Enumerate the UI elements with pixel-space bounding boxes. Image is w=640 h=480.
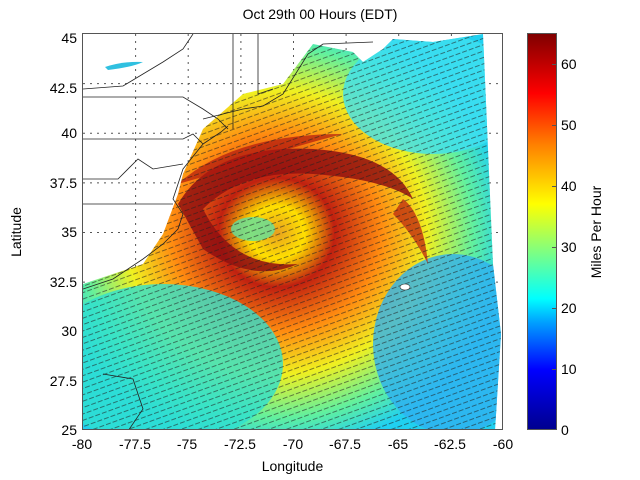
ytick-30: 30 bbox=[61, 323, 77, 339]
xtick-70: -70 bbox=[282, 436, 304, 452]
colorbar-tick-40: 40 bbox=[561, 178, 577, 194]
bermuda-island bbox=[399, 283, 411, 291]
colorbar-tickmark bbox=[552, 247, 557, 248]
lake bbox=[105, 61, 143, 70]
ytick-27-5: 27.5 bbox=[49, 373, 77, 389]
colorbar-tick-0: 0 bbox=[561, 422, 569, 438]
xtick-60: -60 bbox=[492, 436, 514, 452]
xtick-67-5: -67.5 bbox=[329, 436, 361, 452]
colorbar-tick-30: 30 bbox=[561, 239, 577, 255]
colorbar-tickmark bbox=[552, 125, 557, 126]
colorbar-tick-50: 50 bbox=[561, 117, 577, 133]
xtick-75: -75 bbox=[176, 436, 198, 452]
y-axis-label-text: Latitude bbox=[8, 207, 24, 257]
y-axis-label: Latitude bbox=[8, 182, 24, 257]
ytick-42-5: 42.5 bbox=[49, 80, 77, 96]
colorbar-tickmark bbox=[552, 369, 557, 370]
colorbar-label: Miles Per Hour bbox=[588, 139, 604, 279]
colorbar-tickmark bbox=[552, 186, 557, 187]
ytick-35: 35 bbox=[61, 224, 77, 240]
colorbar bbox=[527, 33, 557, 430]
ytick-32-5: 32.5 bbox=[49, 274, 77, 290]
colorbar-tickmark bbox=[552, 64, 557, 65]
xtick-80: -80 bbox=[71, 436, 93, 452]
ytick-25: 25 bbox=[61, 422, 77, 438]
chart-title: Oct 29th 00 Hours (EDT) bbox=[242, 6, 398, 22]
colorbar-tick-20: 20 bbox=[561, 300, 577, 316]
ytick-45: 45 bbox=[61, 30, 77, 46]
colorbar-label-text: Miles Per Hour bbox=[588, 185, 604, 279]
xtick-62-5: -62.5 bbox=[434, 436, 466, 452]
colorbar-tick-10: 10 bbox=[561, 361, 577, 377]
colorbar-tick-60: 60 bbox=[561, 56, 577, 72]
xtick-65: -65 bbox=[387, 436, 409, 452]
colorbar-tickmark bbox=[552, 308, 557, 309]
wind-swath bbox=[83, 34, 501, 429]
xtick-77-5: -77.5 bbox=[119, 436, 151, 452]
xtick-72-5: -72.5 bbox=[224, 436, 256, 452]
ytick-40: 40 bbox=[61, 125, 77, 141]
ytick-37-5: 37.5 bbox=[49, 175, 77, 191]
coastlines bbox=[83, 34, 374, 429]
x-axis-label: Longitude bbox=[261, 458, 324, 474]
map-plot-area bbox=[82, 33, 503, 430]
wind-speed-map bbox=[83, 34, 502, 429]
